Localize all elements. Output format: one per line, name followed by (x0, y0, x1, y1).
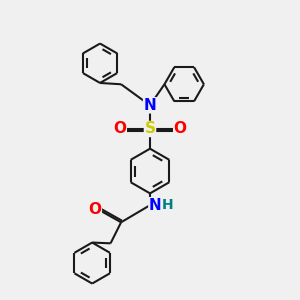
Text: O: O (88, 202, 101, 217)
Text: H: H (161, 198, 173, 212)
Text: O: O (174, 122, 187, 136)
Text: N: N (144, 98, 156, 113)
Text: S: S (145, 122, 155, 136)
Text: O: O (113, 122, 126, 136)
Text: N: N (149, 198, 162, 213)
